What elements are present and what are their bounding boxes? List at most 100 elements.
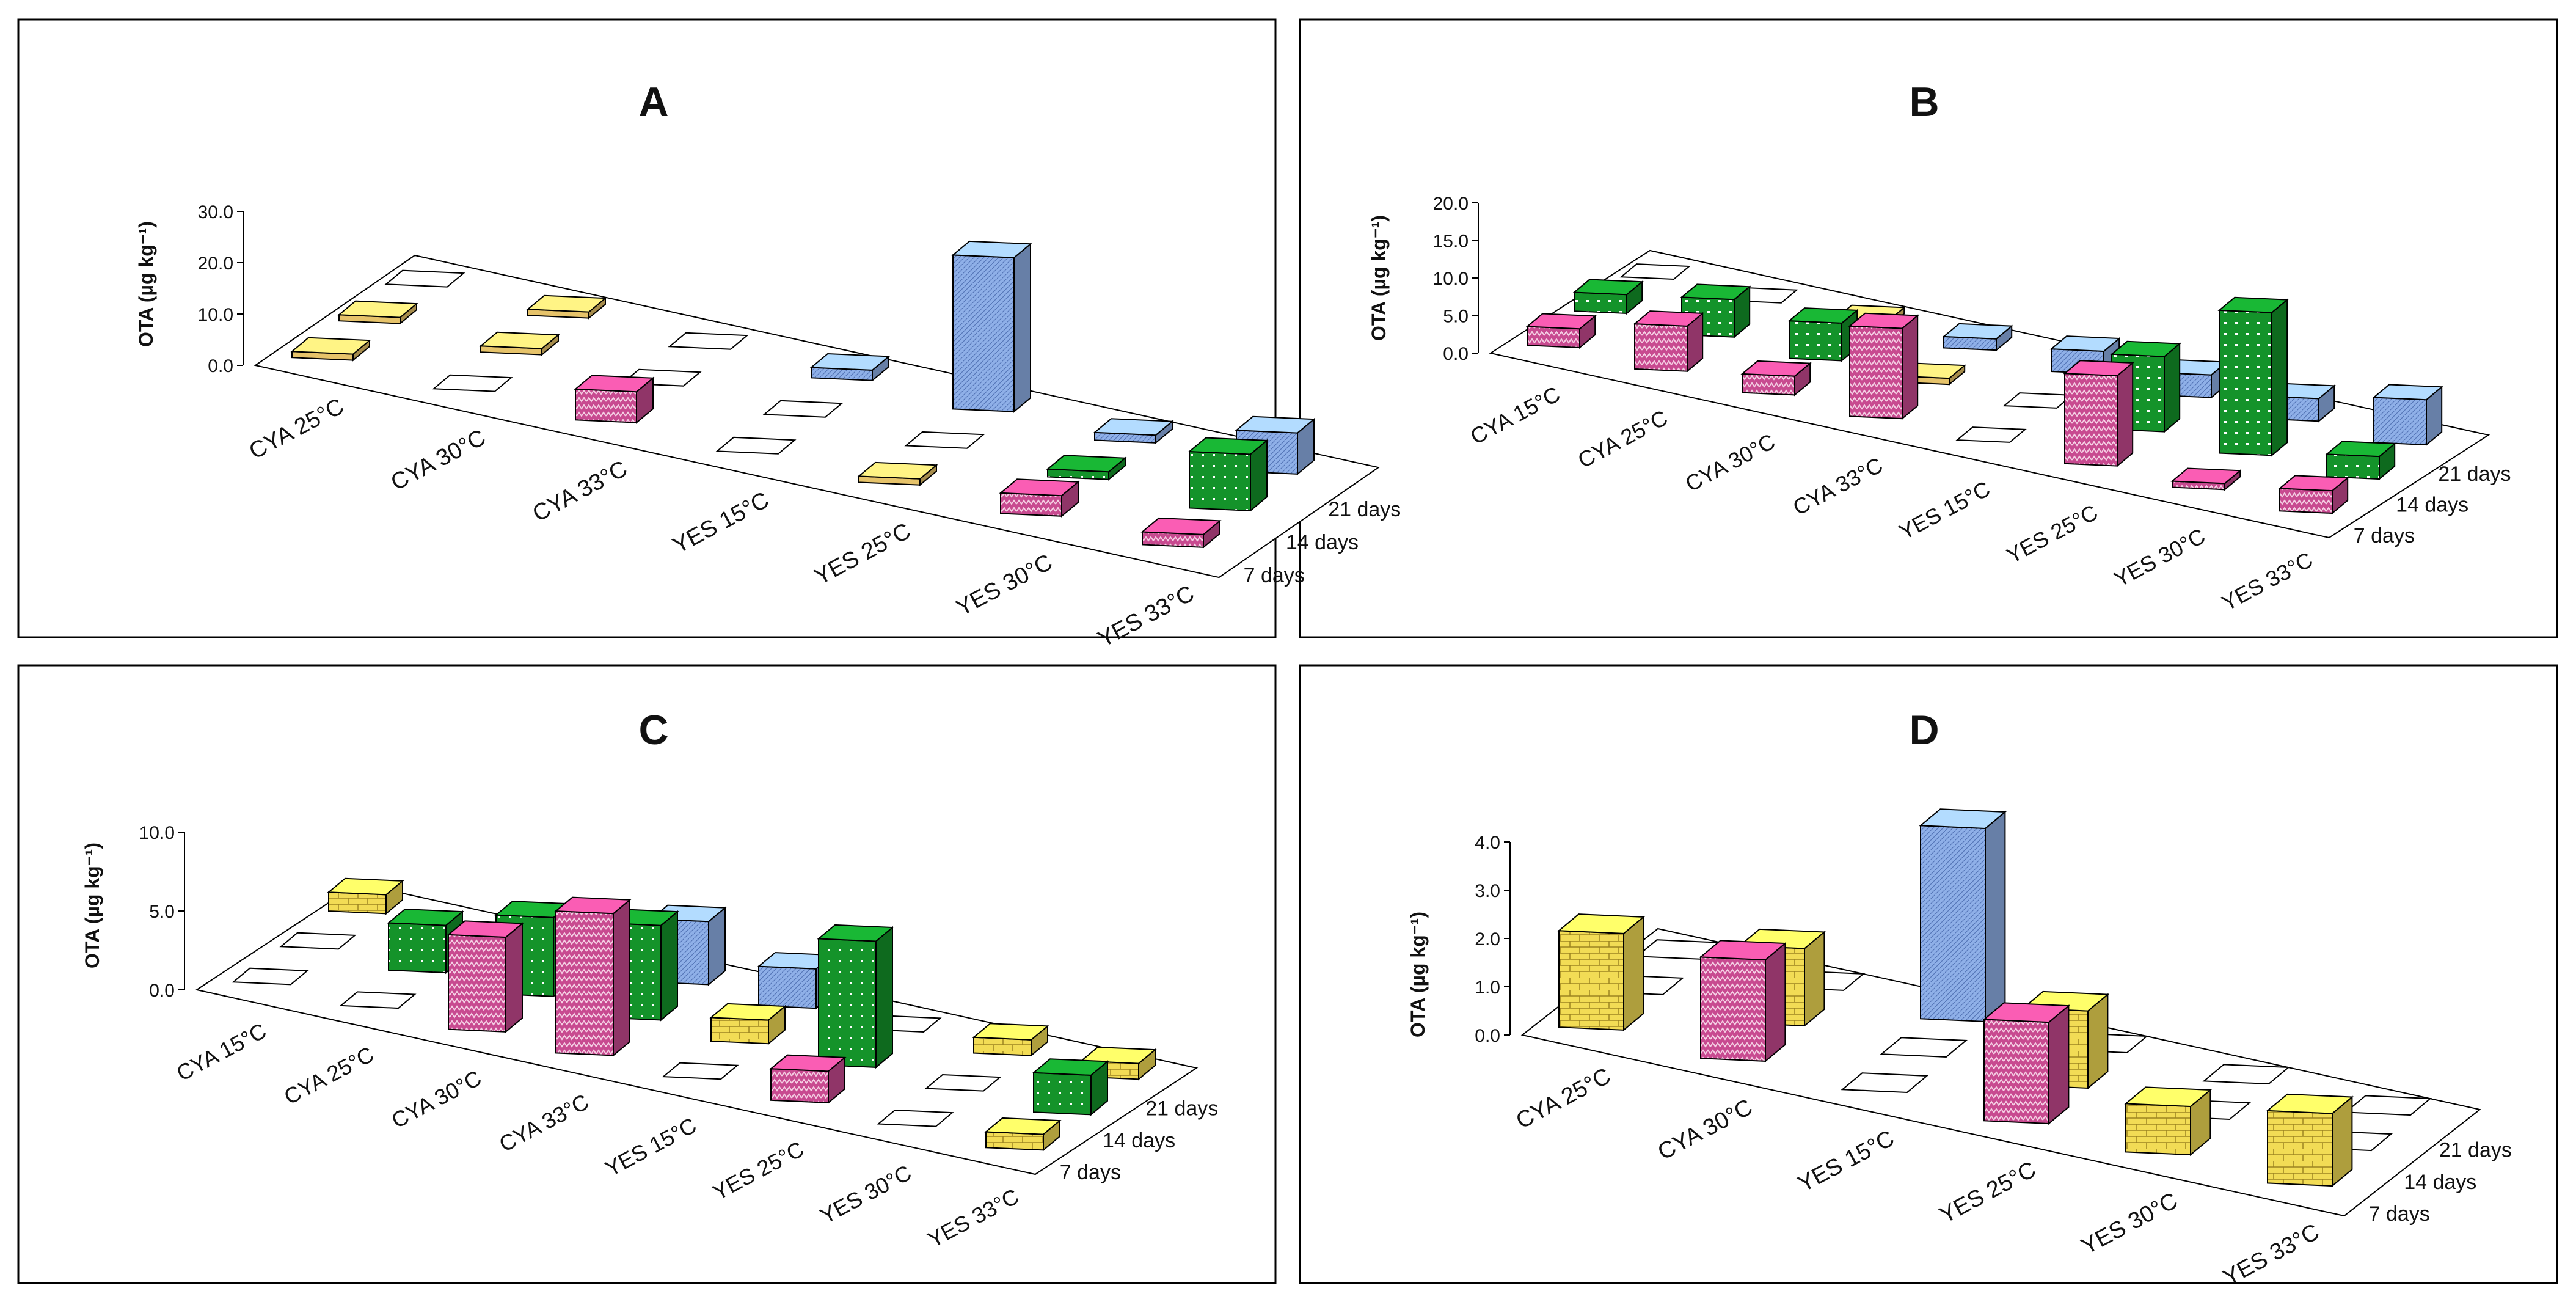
bar-A-2-2 (668, 332, 749, 350)
bar-front-face (575, 388, 637, 423)
bar-A-0-4 (857, 461, 938, 486)
bar-side-face (660, 910, 678, 1022)
bar-front-face (448, 934, 506, 1033)
bar-top-face (1740, 360, 1812, 377)
series-label: 14 days (1103, 1129, 1175, 1152)
bar-top-face (1942, 323, 2013, 340)
bar-A-1-1 (479, 331, 560, 356)
series-label: 14 days (1286, 531, 1359, 554)
bar-front-face (1574, 291, 1627, 315)
bar-B-0-3 (1848, 312, 1919, 420)
bar-front-face (388, 922, 447, 974)
bar-top-face (387, 909, 464, 926)
bar-top-face (1188, 437, 1269, 455)
bar-front-face (1634, 323, 1688, 372)
bar-C-0-7 (984, 1117, 1062, 1152)
empty-bar-outline (1841, 1072, 1929, 1093)
series-label: 7 days (1244, 564, 1305, 587)
bar-front-face (770, 1068, 829, 1103)
bar-D-0-5 (2266, 1093, 2354, 1188)
bar-A-0-3 (715, 436, 797, 455)
bar-C-2-6 (972, 1023, 1049, 1057)
bar-top-face (1079, 1046, 1157, 1064)
bar-A-2-0 (384, 269, 465, 288)
bar-side-face (1985, 810, 2006, 1023)
bar-A-2-1 (526, 294, 607, 320)
series-label: 21 days (2438, 463, 2511, 486)
bar-side-face (2117, 361, 2134, 467)
bar-top-face (857, 461, 938, 480)
bar-top-face (2063, 360, 2134, 377)
panel-title-B: B (1909, 79, 1939, 125)
y-tick-label: 0.0 (208, 356, 233, 376)
empty-bar-outline (279, 932, 357, 950)
empty-bar-outline (924, 1074, 1002, 1092)
bar-front-face (328, 891, 387, 915)
bar-B-2-3 (1942, 323, 2013, 352)
bar-side-face (2164, 342, 2181, 433)
bar-side-face (2048, 1004, 2070, 1125)
y-tick-label: 10.0 (1433, 269, 1469, 289)
panel-title-D: D (1909, 707, 1939, 753)
bar-C-1-4 (709, 1003, 787, 1045)
bar-B-0-0 (1525, 313, 1597, 349)
series-label: 14 days (2404, 1171, 2476, 1194)
bar-C-0-0 (232, 967, 309, 986)
bar-C-0-6 (877, 1110, 954, 1127)
bar-B-0-1 (1633, 310, 1704, 373)
y-tick-label: 2.0 (1475, 929, 1500, 949)
bar-front-face (2279, 488, 2333, 514)
empty-bar-outline (762, 400, 844, 418)
bar-D-2-5 (2344, 1095, 2432, 1116)
bar-front-face (1742, 373, 1795, 396)
bar-A-1-6 (1188, 437, 1269, 512)
empty-bar-outline (904, 431, 985, 449)
bar-top-face (1557, 913, 1646, 934)
bar-C-2-7 (1079, 1046, 1157, 1081)
bar-D-1-2 (1880, 1037, 1968, 1058)
bar-top-face (999, 478, 1080, 497)
y-tick-label: 5.0 (149, 902, 175, 922)
bar-top-face (1235, 415, 1316, 434)
bar-A-0-2 (574, 375, 655, 424)
bar-front-face (758, 965, 817, 1009)
bar-top-face (1046, 455, 1127, 473)
series-label: 7 days (2354, 524, 2415, 547)
bar-D-2-2 (1919, 808, 2007, 1023)
bar-A-0-1 (432, 374, 513, 392)
bar-top-face (709, 1003, 787, 1021)
bar-front-face (555, 910, 614, 1056)
bar-top-face (1572, 279, 1644, 296)
bar-C-0-1 (339, 991, 417, 1009)
bar-top-face (1525, 313, 1597, 330)
bar-B-2-7 (2372, 384, 2443, 447)
bar-C-0-2 (447, 920, 524, 1033)
bar-front-face (1000, 492, 1062, 517)
bar-top-face (1032, 1058, 1109, 1076)
bar-B-0-4 (1955, 426, 2027, 443)
bar-front-face (1920, 825, 1986, 1022)
y-tick-label: 20.0 (198, 254, 233, 274)
empty-bar-outline (715, 436, 797, 455)
bar-front-face (2219, 309, 2272, 456)
empty-bar-outline (668, 332, 749, 350)
bar-side-face (1902, 314, 1919, 420)
bar-D-0-0 (1557, 913, 1646, 1031)
bar-front-face (2267, 1110, 2333, 1187)
bar-top-face (574, 375, 655, 393)
bar-top-face (1699, 940, 1787, 961)
bar-A-2-5 (1093, 418, 1174, 444)
bar-D-0-3 (1982, 1002, 2071, 1125)
bar-side-face (1013, 243, 1031, 413)
y-tick-label: 0.0 (1475, 1026, 1500, 1046)
bar-top-face (554, 896, 632, 915)
bar-B-1-2 (1787, 307, 1859, 362)
bar-top-face (2325, 441, 2396, 458)
bar-side-face (505, 922, 523, 1033)
bar-A-1-4 (904, 431, 985, 449)
bar-A-1-0 (337, 300, 418, 325)
y-tick-label: 0.0 (149, 981, 175, 1001)
empty-bar-outline (384, 269, 465, 288)
bar-front-face (2326, 453, 2380, 480)
